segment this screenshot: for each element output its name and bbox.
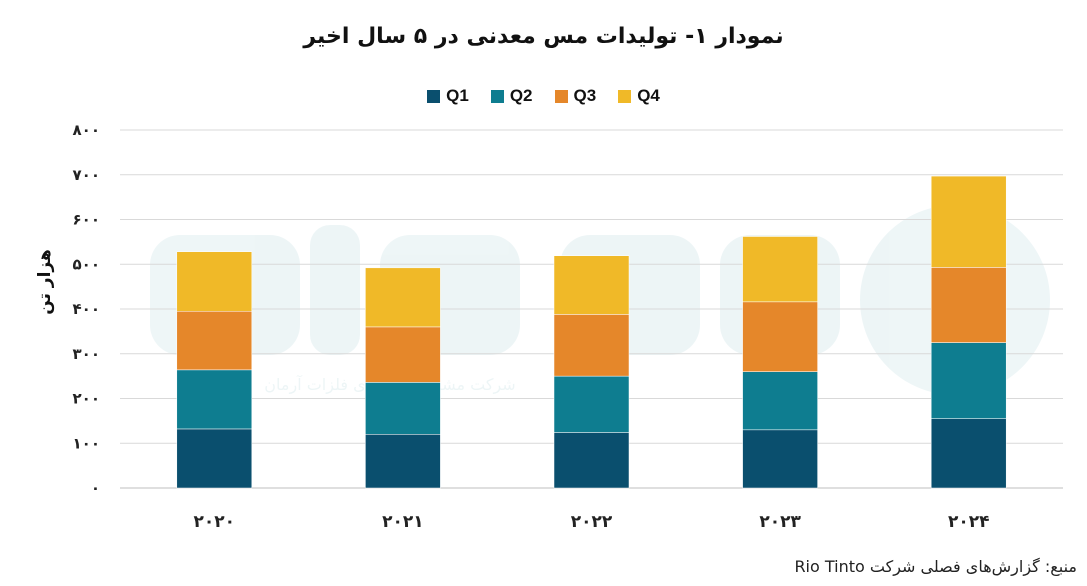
legend-swatch-q1	[427, 89, 441, 103]
x-tick-label: ۲۰۲۰	[194, 512, 236, 532]
bar-segment-q4	[742, 236, 818, 303]
y-tick-label: ۱۰۰	[73, 434, 100, 452]
y-tick-label: ۲۰۰	[73, 390, 100, 408]
y-tick-label: ۶۰۰	[73, 211, 100, 229]
bar-segment-q2	[742, 371, 818, 431]
bar-segment-q3	[930, 267, 1007, 343]
bar-segment-q3	[176, 310, 253, 371]
bar-segment-q2	[365, 382, 441, 435]
bar-segment-q3	[553, 314, 630, 377]
y-tick-label: ۰	[91, 479, 100, 497]
bar-segment-q1	[553, 432, 630, 489]
legend-item-q4: Q4	[618, 86, 660, 106]
bar-segment-q2	[930, 342, 1007, 419]
y-tick-label: ۸۰۰	[73, 121, 100, 139]
legend-item-q2: Q2	[490, 86, 533, 106]
x-tick-label: ۲۰۲۲	[571, 512, 613, 532]
bar-segment-q1	[930, 418, 1007, 489]
chart-title: نمودار ۱- تولیدات مس معدنی در ۵ سال اخیر	[303, 24, 784, 49]
bar-segment-q3	[365, 326, 441, 383]
bar-segment-q2	[553, 375, 630, 433]
legend-label-q1: Q1	[446, 86, 469, 105]
bar-segment-q2	[176, 369, 253, 430]
bar-segment-q4	[365, 267, 441, 328]
legend-swatch-q4	[618, 89, 632, 103]
x-tick-label: ۲۰۲۴	[948, 512, 990, 532]
legend-item-q3: Q3	[554, 86, 597, 106]
bar-segment-q4	[553, 255, 630, 315]
legend-swatch-q3	[554, 89, 568, 103]
bar-segment-q1	[365, 434, 441, 489]
legend-label-q4: Q4	[637, 86, 660, 105]
bar-segment-q1	[742, 429, 818, 489]
legend-swatch-q2	[490, 89, 504, 103]
source-note: منبع: گزارش‌های فصلی شرکت Rio Tinto	[794, 557, 1077, 576]
bar-segment-q4	[176, 251, 253, 312]
legend-item-q1: Q1	[427, 86, 469, 106]
x-tick-label: ۲۰۲۱	[382, 512, 424, 532]
x-tick-label: ۲۰۲۳	[759, 512, 801, 532]
y-tick-label: ۴۰۰	[73, 300, 100, 318]
bar-segment-q3	[742, 301, 818, 372]
legend-label-q2: Q2	[509, 86, 533, 105]
y-tick-label: ۷۰۰	[73, 166, 100, 184]
y-tick-label: ۵۰۰	[73, 255, 100, 273]
legend: Q1 Q2 Q3 Q4	[0, 86, 1087, 106]
y-tick-label: ۳۰۰	[73, 345, 100, 363]
bar-segment-q4	[930, 175, 1007, 268]
legend-label-q3: Q3	[573, 86, 597, 105]
bar-segment-q1	[176, 428, 253, 489]
